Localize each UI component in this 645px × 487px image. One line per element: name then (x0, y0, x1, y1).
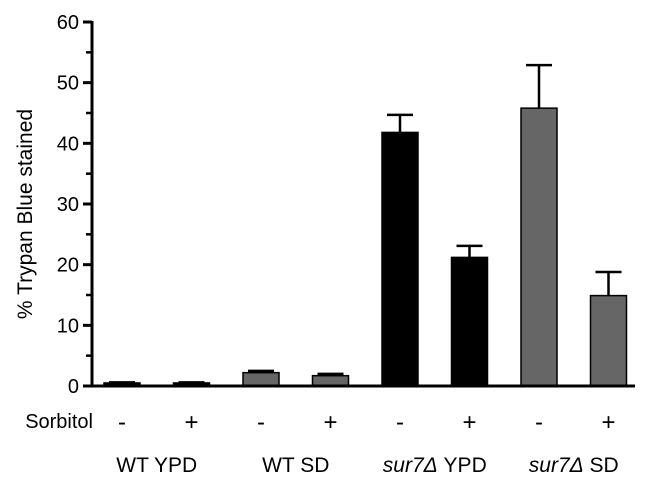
group-label: WT SD (262, 454, 329, 477)
sorbitol-row-label: Sorbitol (25, 411, 93, 433)
sorbitol-sign: - (396, 409, 404, 436)
sorbitol-sign: + (184, 409, 198, 436)
y-tick-label: 20 (57, 255, 79, 277)
bar (242, 371, 280, 387)
sorbitol-sign: + (462, 409, 476, 436)
sorbitol-sign: + (601, 409, 615, 436)
y-tick-label: 50 (57, 73, 79, 95)
y-tick-label: 60 (57, 12, 79, 34)
group-label: sur7Δ SD (529, 454, 619, 477)
error-bars-group (109, 63, 622, 384)
bar (589, 294, 628, 387)
y-tick-label: 0 (68, 376, 79, 398)
y-tick-label: 40 (57, 133, 79, 155)
group-labels: WT YPD WT SD sur7Δ YPD sur7Δ SD (116, 454, 618, 477)
sorbitol-sign: + (323, 409, 337, 436)
bars-group (103, 107, 628, 387)
bar (450, 256, 489, 387)
bar (381, 131, 419, 387)
sorbitol-sign: - (535, 409, 543, 436)
sorbitol-sign: - (257, 409, 265, 436)
bar (311, 374, 350, 387)
sorbitol-sign-labels: - + - + - + - + (118, 409, 616, 436)
group-label: sur7Δ YPD (383, 454, 487, 477)
y-tick-label: 10 (57, 315, 79, 337)
y-axis-title: % Trypan Blue stained (14, 109, 37, 319)
sorbitol-sign: - (118, 409, 126, 436)
group-label: WT YPD (116, 454, 197, 477)
y-axis-ticks: 0 10 20 30 40 50 60 (57, 12, 92, 398)
y-tick-label: 30 (57, 194, 79, 216)
bar (520, 107, 558, 387)
